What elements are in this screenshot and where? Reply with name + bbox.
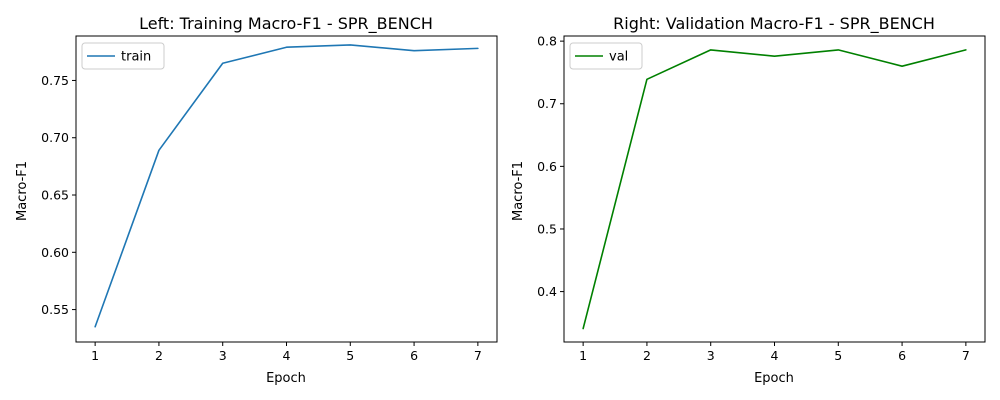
right-chart-x-tick-label: 1 (579, 348, 587, 363)
left-chart-y-axis-label: Macro-F1 (15, 161, 30, 221)
right-chart-x-tick-label: 4 (771, 348, 779, 363)
left-chart-y-tick-label: 0.60 (41, 245, 69, 260)
left-chart-axes-frame (75, 35, 498, 343)
right-chart-panel: Right: Validation Macro-F1 - SPR_BENCH E… (511, 14, 986, 386)
right-chart-x-axis-label: Epoch (754, 371, 794, 386)
left-chart-x-tick-label: 4 (283, 348, 291, 363)
right-chart-legend-label: val (609, 50, 628, 65)
left-chart-legend: train (81, 42, 165, 70)
left-chart-x-tick-label: 1 (91, 348, 99, 363)
right-chart-y-tick-label: 0.8 (537, 34, 557, 49)
right-chart-x-tick-label: 6 (898, 348, 906, 363)
left-chart-panel: Left: Training Macro-F1 - SPR_BENCH Epoc… (15, 14, 498, 386)
right-chart-y-tick-label: 0.4 (537, 284, 557, 299)
right-chart-x-tick-label: 2 (643, 348, 651, 363)
right-chart-y-tick-label: 0.6 (537, 159, 557, 174)
left-chart-x-tick-label: 2 (155, 348, 163, 363)
right-chart-y-axis-label: Macro-F1 (511, 161, 526, 221)
right-chart-x-tick-label: 7 (962, 348, 970, 363)
left-chart-x-axis-label: Epoch (266, 371, 306, 386)
left-chart-legend-box (81, 42, 165, 70)
right-chart-y-tick-label: 0.7 (537, 96, 557, 111)
right-chart-y-tick-label: 0.5 (537, 221, 557, 236)
right-chart-series-line-val (582, 49, 967, 330)
right-chart-x-tick-label: 3 (707, 348, 715, 363)
left-chart-y-tick-label: 0.70 (41, 130, 69, 145)
right-chart-axes-frame (563, 35, 986, 343)
left-chart-x-tick-label: 7 (474, 348, 482, 363)
left-chart-x-tick-label: 3 (219, 348, 227, 363)
left-chart-y-tick-label: 0.65 (41, 188, 69, 203)
left-chart-x-tick-label: 6 (410, 348, 418, 363)
right-chart-title: Right: Validation Macro-F1 - SPR_BENCH (613, 14, 935, 34)
left-chart-y-tick-label: 0.55 (41, 302, 69, 317)
right-chart-x-tick-label: 5 (834, 348, 842, 363)
left-chart-legend-label: train (121, 50, 151, 65)
left-chart-x-tick-label: 5 (346, 348, 354, 363)
left-chart-series-line-train (94, 44, 479, 328)
right-chart-legend-box (569, 42, 643, 70)
right-chart-legend: val (569, 42, 643, 70)
left-chart-title: Left: Training Macro-F1 - SPR_BENCH (139, 14, 433, 34)
left-chart-y-tick-label: 0.75 (41, 73, 69, 88)
